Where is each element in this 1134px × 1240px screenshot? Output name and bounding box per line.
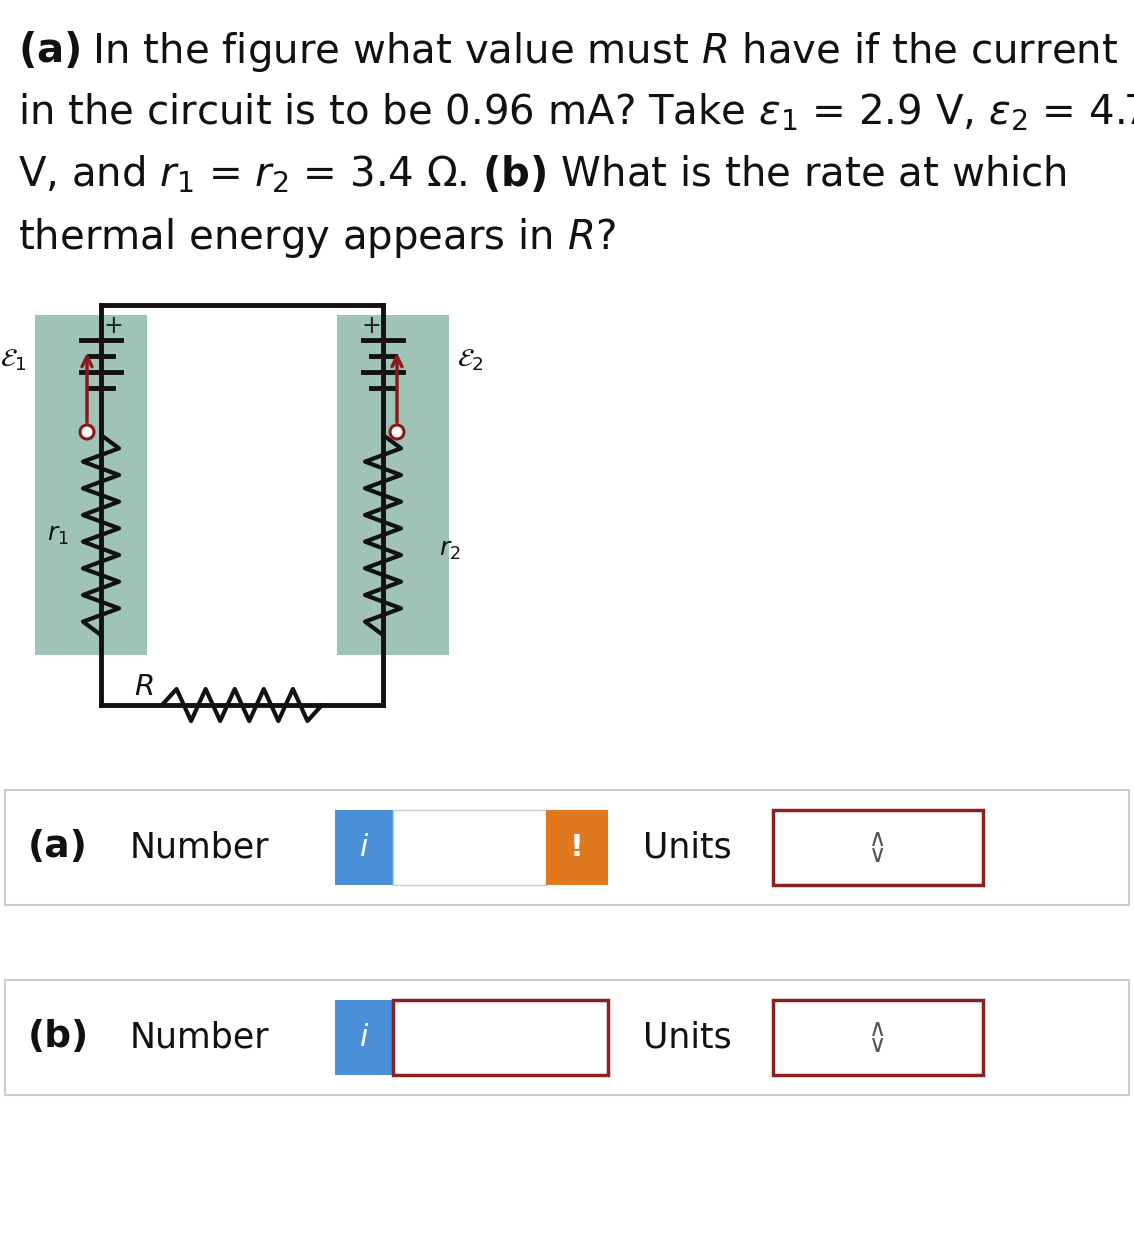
Bar [337,315,449,655]
Bar [773,999,983,1075]
Text: In the figure what value must $R$ have if the current: In the figure what value must $R$ have i… [81,30,1118,74]
Text: Number: Number [130,1021,270,1054]
Bar [335,999,393,1075]
Text: i: i [359,833,369,862]
Text: $\mathcal{E}_1$: $\mathcal{E}_1$ [0,347,27,373]
Text: ∧: ∧ [870,1018,887,1042]
Text: (a): (a) [28,830,87,866]
Text: $R$: $R$ [134,673,154,701]
Text: Units: Units [643,831,731,864]
Text: ∧: ∧ [870,827,887,852]
Bar [393,999,608,1075]
Text: $r_2$: $r_2$ [439,538,460,562]
Text: Units: Units [643,1021,731,1054]
Bar [35,315,147,655]
Text: ∨: ∨ [870,1033,887,1058]
Text: $\mathcal{E}_2$: $\mathcal{E}_2$ [457,347,484,373]
Text: Number: Number [130,831,270,864]
Text: (b): (b) [28,1019,90,1055]
Bar [545,810,608,885]
Text: V, and $r_1$ = $r_2$ = 3.4 $\Omega$. $\mathbf{(b)}$ What is the rate at which: V, and $r_1$ = $r_2$ = 3.4 $\Omega$. $\m… [18,154,1067,196]
Text: +: + [103,314,122,339]
Circle shape [81,425,94,439]
Bar [773,810,983,885]
Bar [393,810,545,885]
Text: ∨: ∨ [870,843,887,868]
Text: $\mathbf{(a)}$: $\mathbf{(a)}$ [18,30,81,71]
Text: !: ! [570,833,584,862]
Text: i: i [359,1023,369,1052]
Bar [5,790,1129,905]
Bar [5,980,1129,1095]
Circle shape [390,425,404,439]
Text: $r_1$: $r_1$ [46,523,69,547]
Text: +: + [361,314,381,339]
Text: in the circuit is to be 0.96 mA? Take $\varepsilon_1$ = 2.9 V, $\varepsilon_2$ =: in the circuit is to be 0.96 mA? Take $\… [18,92,1134,134]
Bar [335,810,393,885]
Text: thermal energy appears in $R$?: thermal energy appears in $R$? [18,216,616,260]
